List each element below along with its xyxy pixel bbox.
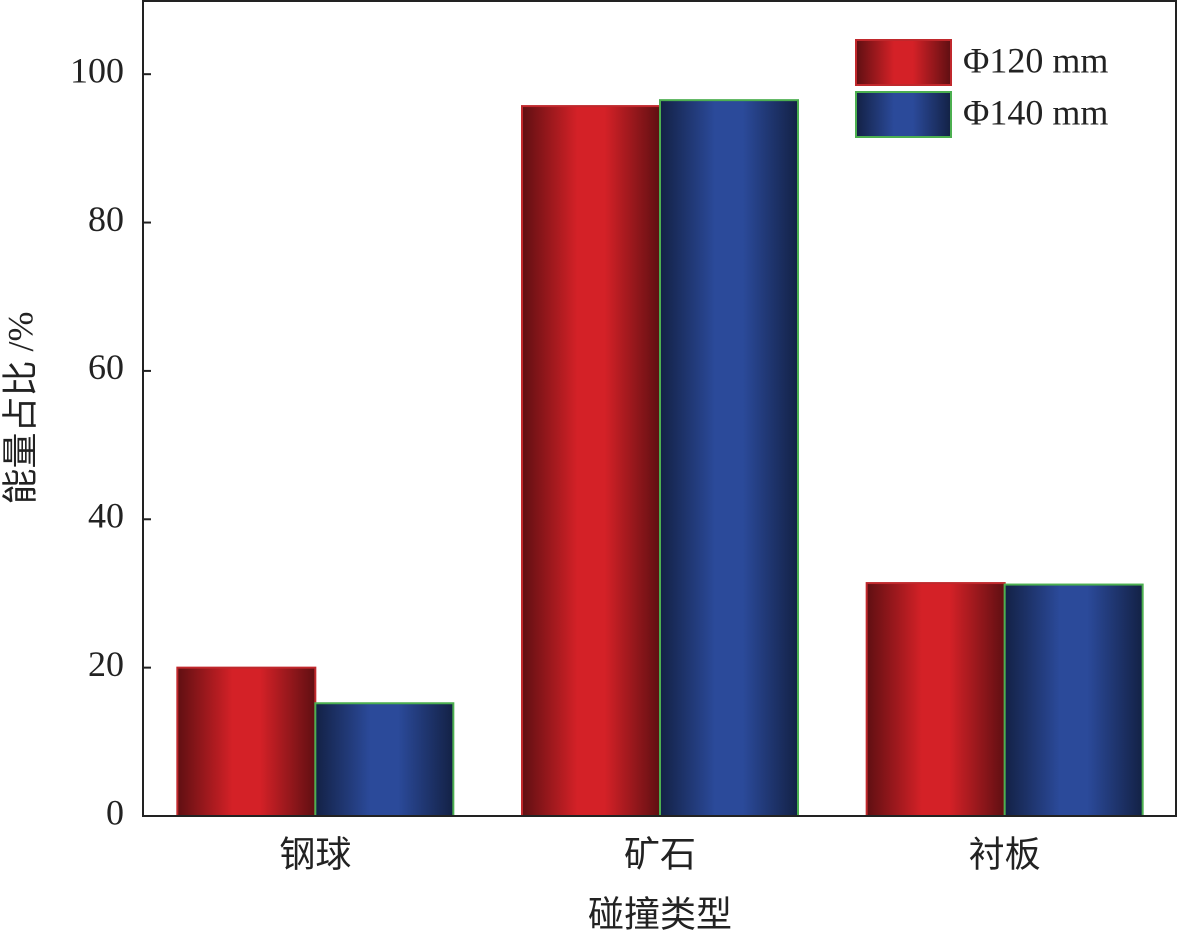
bar	[659, 99, 799, 818]
bar	[521, 105, 661, 817]
legend-swatch	[855, 91, 952, 138]
x-tick-label: 矿石	[624, 834, 696, 874]
legend-label: Φ120 mm	[963, 40, 1108, 80]
bar	[865, 582, 1006, 817]
bar	[1003, 583, 1144, 817]
x-tick-label: 钢球	[279, 834, 351, 874]
y-tick-label: 80	[88, 199, 124, 239]
legend-label: Φ140 mm	[963, 92, 1108, 132]
x-axis-label: 碰撞类型	[588, 894, 732, 934]
y-tick-label: 100	[70, 50, 124, 90]
y-tick-label: 40	[88, 496, 124, 536]
y-tick-label: 20	[88, 644, 124, 684]
y-tick-label: 0	[106, 792, 124, 832]
legend-swatch	[855, 39, 952, 86]
bar	[314, 702, 455, 818]
bar	[176, 666, 317, 817]
x-tick-label: 衬板	[969, 834, 1041, 874]
plot-frame	[142, 0, 1177, 817]
y-axis-label: 能量占比 /%	[0, 312, 40, 505]
y-tick-label: 60	[88, 347, 124, 387]
